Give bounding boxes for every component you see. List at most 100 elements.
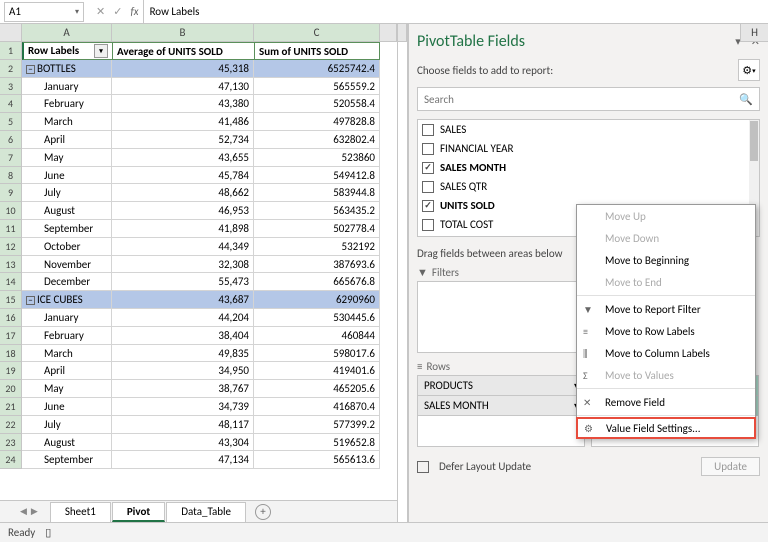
cell[interactable]: 520558.4 [254, 95, 380, 113]
cell[interactable]: 44,204 [112, 309, 254, 327]
cell[interactable]: 43,304 [112, 434, 254, 452]
col-header-c[interactable]: C [254, 24, 380, 41]
row-header[interactable]: 11 [0, 220, 22, 238]
cell[interactable]: 43,655 [112, 149, 254, 167]
cell[interactable]: 45,318 [112, 60, 254, 78]
cell[interactable]: 34,950 [112, 362, 254, 380]
fx-icon[interactable]: fx [130, 5, 138, 18]
cell[interactable]: 502778.4 [254, 220, 380, 238]
cell[interactable]: 497828.8 [254, 113, 380, 131]
row-header[interactable]: 23 [0, 434, 22, 452]
cell[interactable]: 46,953 [112, 202, 254, 220]
sheet-tab[interactable]: Sheet1 [50, 502, 111, 522]
cell[interactable]: 460844 [254, 327, 380, 345]
row-header[interactable]: 8 [0, 167, 22, 185]
row-header[interactable]: 9 [0, 184, 22, 202]
row-header[interactable]: 3 [0, 78, 22, 96]
row-header[interactable]: 20 [0, 380, 22, 398]
row-header[interactable]: 21 [0, 398, 22, 416]
cell[interactable]: November [22, 256, 112, 274]
pivot-header-row-labels[interactable]: Row Labels▾ [22, 42, 112, 60]
cell[interactable]: 47,130 [112, 78, 254, 96]
cell[interactable]: May [22, 380, 112, 398]
cell[interactable]: 565613.6 [254, 451, 380, 469]
cell[interactable]: 49,835 [112, 345, 254, 363]
col-header-a[interactable]: A [22, 24, 112, 41]
context-menu-item[interactable]: ⚙Value Field Settings... [576, 417, 756, 439]
update-button[interactable]: Update [701, 457, 760, 476]
row-header[interactable]: 12 [0, 238, 22, 256]
macro-record-icon[interactable]: ▯ [45, 526, 51, 539]
cell[interactable]: 665676.8 [254, 273, 380, 291]
new-sheet-button[interactable]: + [255, 504, 271, 520]
cell[interactable]: September [22, 220, 112, 238]
search-input[interactable] [424, 93, 739, 106]
col-header-b[interactable]: B [112, 24, 254, 41]
cell[interactable]: June [22, 167, 112, 185]
row-header[interactable]: 5 [0, 113, 22, 131]
cell[interactable]: April [22, 131, 112, 149]
row-header[interactable]: 10 [0, 202, 22, 220]
sheet-tab[interactable]: Pivot [112, 502, 165, 522]
cell[interactable]: 532192 [254, 238, 380, 256]
cell[interactable]: 34,739 [112, 398, 254, 416]
sheet-tab[interactable]: Data_Table [166, 502, 246, 522]
defer-layout-checkbox[interactable]: Defer Layout Update [417, 460, 531, 473]
field-item[interactable]: FINANCIAL YEAR [418, 139, 759, 158]
col-header-ext[interactable] [380, 24, 397, 41]
cell[interactable]: 6290960 [254, 291, 380, 309]
cell[interactable]: 598017.6 [254, 345, 380, 363]
col-header-h[interactable]: H [740, 24, 768, 42]
cell[interactable]: February [22, 327, 112, 345]
cell[interactable]: 41,486 [112, 113, 254, 131]
cell[interactable]: October [22, 238, 112, 256]
row-header[interactable]: 2 [0, 60, 22, 78]
cell[interactable]: July [22, 416, 112, 434]
row-header[interactable]: 6 [0, 131, 22, 149]
cell[interactable]: 43,380 [112, 95, 254, 113]
field-item[interactable]: ✓SALES MONTH [418, 158, 759, 177]
name-box[interactable]: A1 ▾ [4, 2, 84, 22]
cell[interactable]: 55,473 [112, 273, 254, 291]
cell[interactable]: August [22, 202, 112, 220]
cell[interactable]: August [22, 434, 112, 452]
field-item[interactable]: SALES QTR [418, 177, 759, 196]
cell[interactable]: 549412.8 [254, 167, 380, 185]
cell[interactable]: 416870.4 [254, 398, 380, 416]
rows-dropzone[interactable]: PRODUCTS▾SALES MONTH▾ [417, 375, 585, 447]
cell[interactable]: −ICE CUBES [22, 291, 112, 309]
cell[interactable]: 6525742.4 [254, 60, 380, 78]
pivot-header[interactable]: Sum of UNITS SOLD [254, 42, 380, 60]
cell[interactable]: 387693.6 [254, 256, 380, 274]
cell[interactable]: 38,404 [112, 327, 254, 345]
cell[interactable]: February [22, 95, 112, 113]
row-header[interactable]: 13 [0, 256, 22, 274]
cell[interactable]: 632802.4 [254, 131, 380, 149]
filters-dropzone[interactable] [417, 281, 585, 353]
cell[interactable]: July [22, 184, 112, 202]
cell[interactable]: 519652.8 [254, 434, 380, 452]
cell[interactable]: 48,117 [112, 416, 254, 434]
cell[interactable]: 419401.6 [254, 362, 380, 380]
cell[interactable]: 48,662 [112, 184, 254, 202]
row-header[interactable]: 22 [0, 416, 22, 434]
cell[interactable]: 583944.8 [254, 184, 380, 202]
row-header[interactable]: 19 [0, 362, 22, 380]
cell[interactable]: 45,784 [112, 167, 254, 185]
collapse-icon[interactable]: − [26, 65, 35, 74]
cell[interactable]: 38,767 [112, 380, 254, 398]
cell[interactable]: January [22, 78, 112, 96]
context-menu-item[interactable]: ▼Move to Report Filter [577, 298, 755, 320]
context-menu-item[interactable]: ✕Remove Field [577, 391, 755, 413]
cell[interactable]: March [22, 113, 112, 131]
cell[interactable]: September [22, 451, 112, 469]
cell[interactable]: December [22, 273, 112, 291]
select-all-corner[interactable] [0, 24, 22, 41]
context-menu-item[interactable]: Move to Beginning [577, 249, 755, 271]
field-search-box[interactable]: 🔍 [417, 87, 760, 111]
context-menu-item[interactable]: ⫼Move to Column Labels [577, 342, 755, 364]
area-item[interactable]: SALES MONTH▾ [418, 396, 584, 416]
cell[interactable]: April [22, 362, 112, 380]
cell[interactable]: 52,734 [112, 131, 254, 149]
row-header[interactable]: 14 [0, 273, 22, 291]
